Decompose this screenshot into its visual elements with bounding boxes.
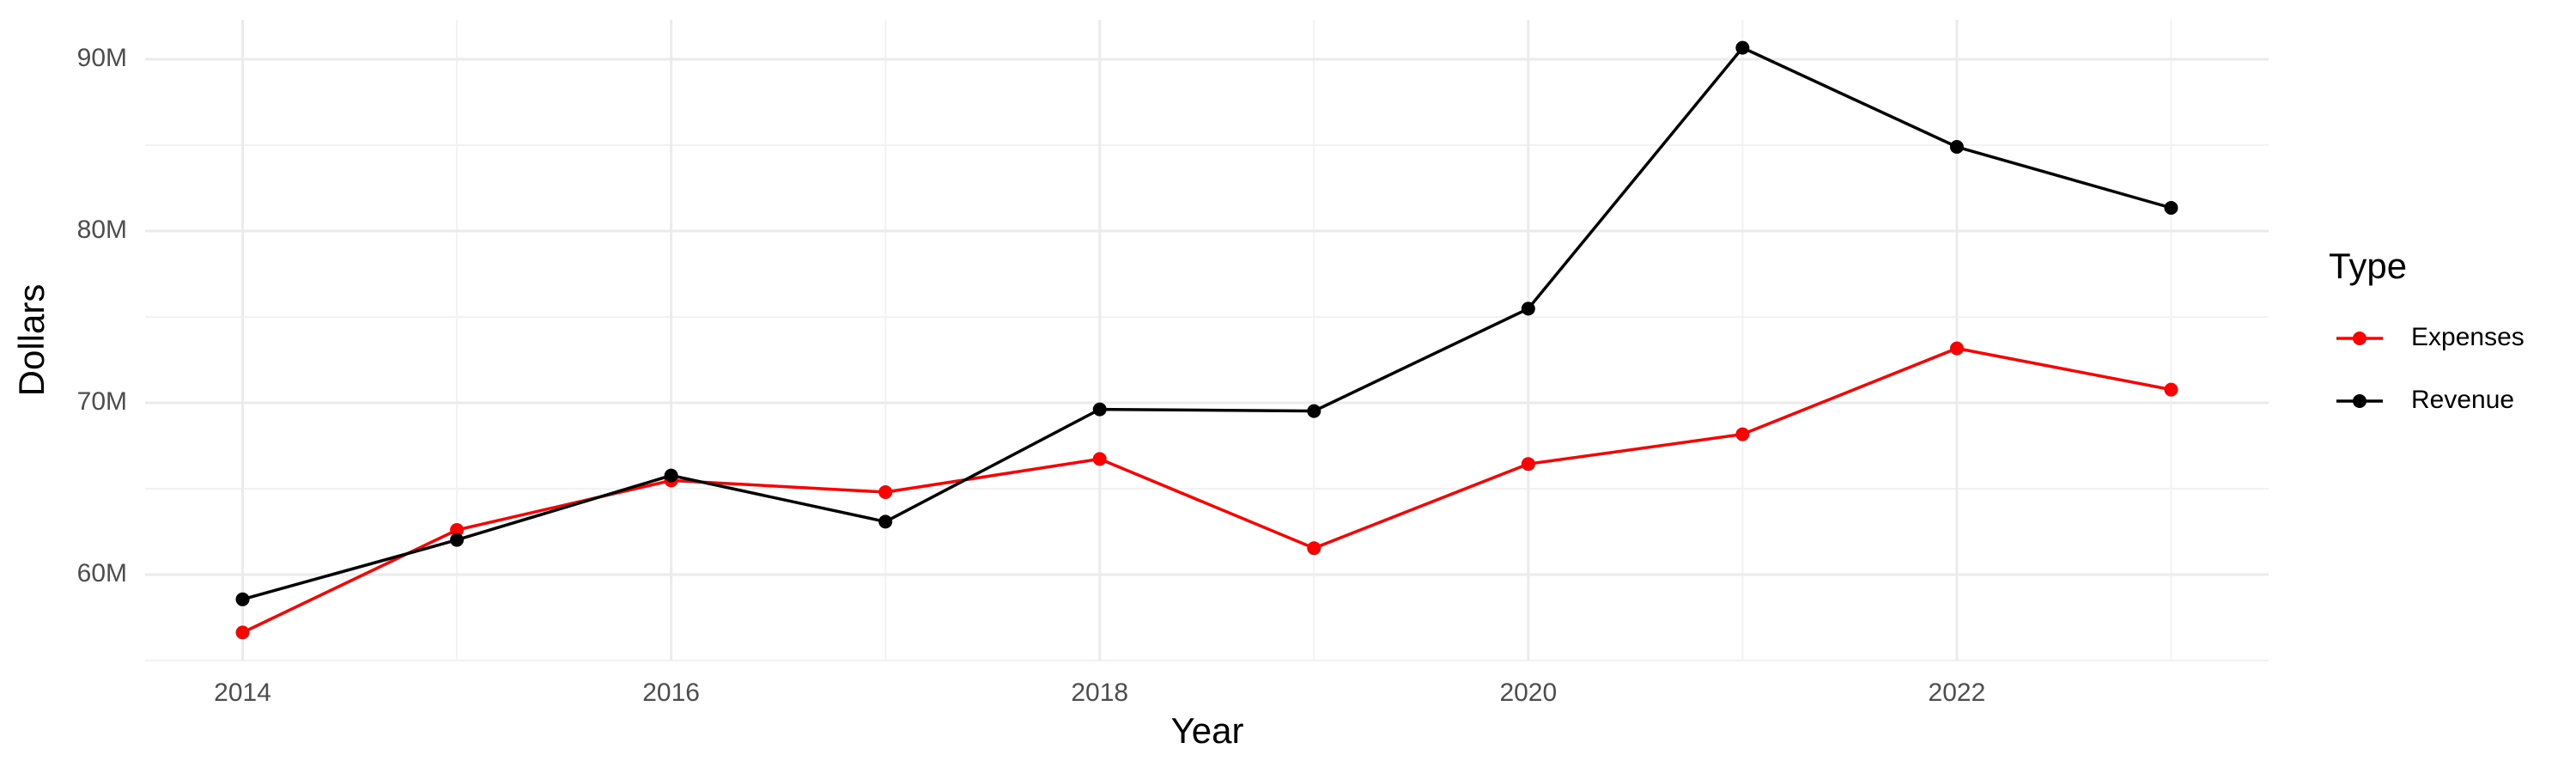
data-point: [1092, 402, 1107, 417]
data-point: [1307, 404, 1321, 418]
data-point: [2164, 201, 2178, 215]
data-point: [1735, 40, 1750, 55]
y-tick-label: 90M: [77, 44, 127, 72]
x-tick-label: 2016: [642, 679, 700, 707]
y-axis-title: Dollars: [11, 284, 52, 397]
data-point: [450, 533, 465, 547]
data-point: [1949, 140, 1964, 154]
series-line: [241, 346, 2172, 634]
data-point: [1307, 541, 1321, 556]
legend-title: Type: [2329, 246, 2407, 286]
data-point: [235, 625, 250, 640]
data-point: [664, 468, 678, 483]
data-point: [1092, 452, 1107, 466]
data-point: [1521, 301, 1535, 316]
data-point: [878, 514, 893, 529]
data-point: [1521, 457, 1535, 472]
y-tick-label: 70M: [77, 387, 127, 416]
y-tick-label: 60M: [77, 559, 127, 587]
x-tick-label: 2018: [1071, 679, 1128, 707]
data-point: [450, 523, 465, 537]
data-point: [2164, 382, 2178, 397]
x-tick-label: 2014: [214, 679, 271, 707]
legend-marker: [2353, 332, 2366, 345]
x-tick-label: 2022: [1929, 679, 1986, 707]
legend-label: Expenses: [2411, 323, 2524, 351]
data-point: [878, 485, 893, 499]
x-tick-label: 2020: [1499, 679, 1557, 707]
legend-marker: [2353, 394, 2366, 408]
legend-label: Revenue: [2411, 386, 2514, 414]
x-axis-title: Year: [1171, 710, 1244, 751]
data-point: [1735, 427, 1750, 441]
y-tick-label: 80M: [77, 216, 127, 244]
series-line: [242, 46, 2172, 601]
data-point: [235, 592, 250, 606]
data-point: [1949, 341, 1964, 356]
